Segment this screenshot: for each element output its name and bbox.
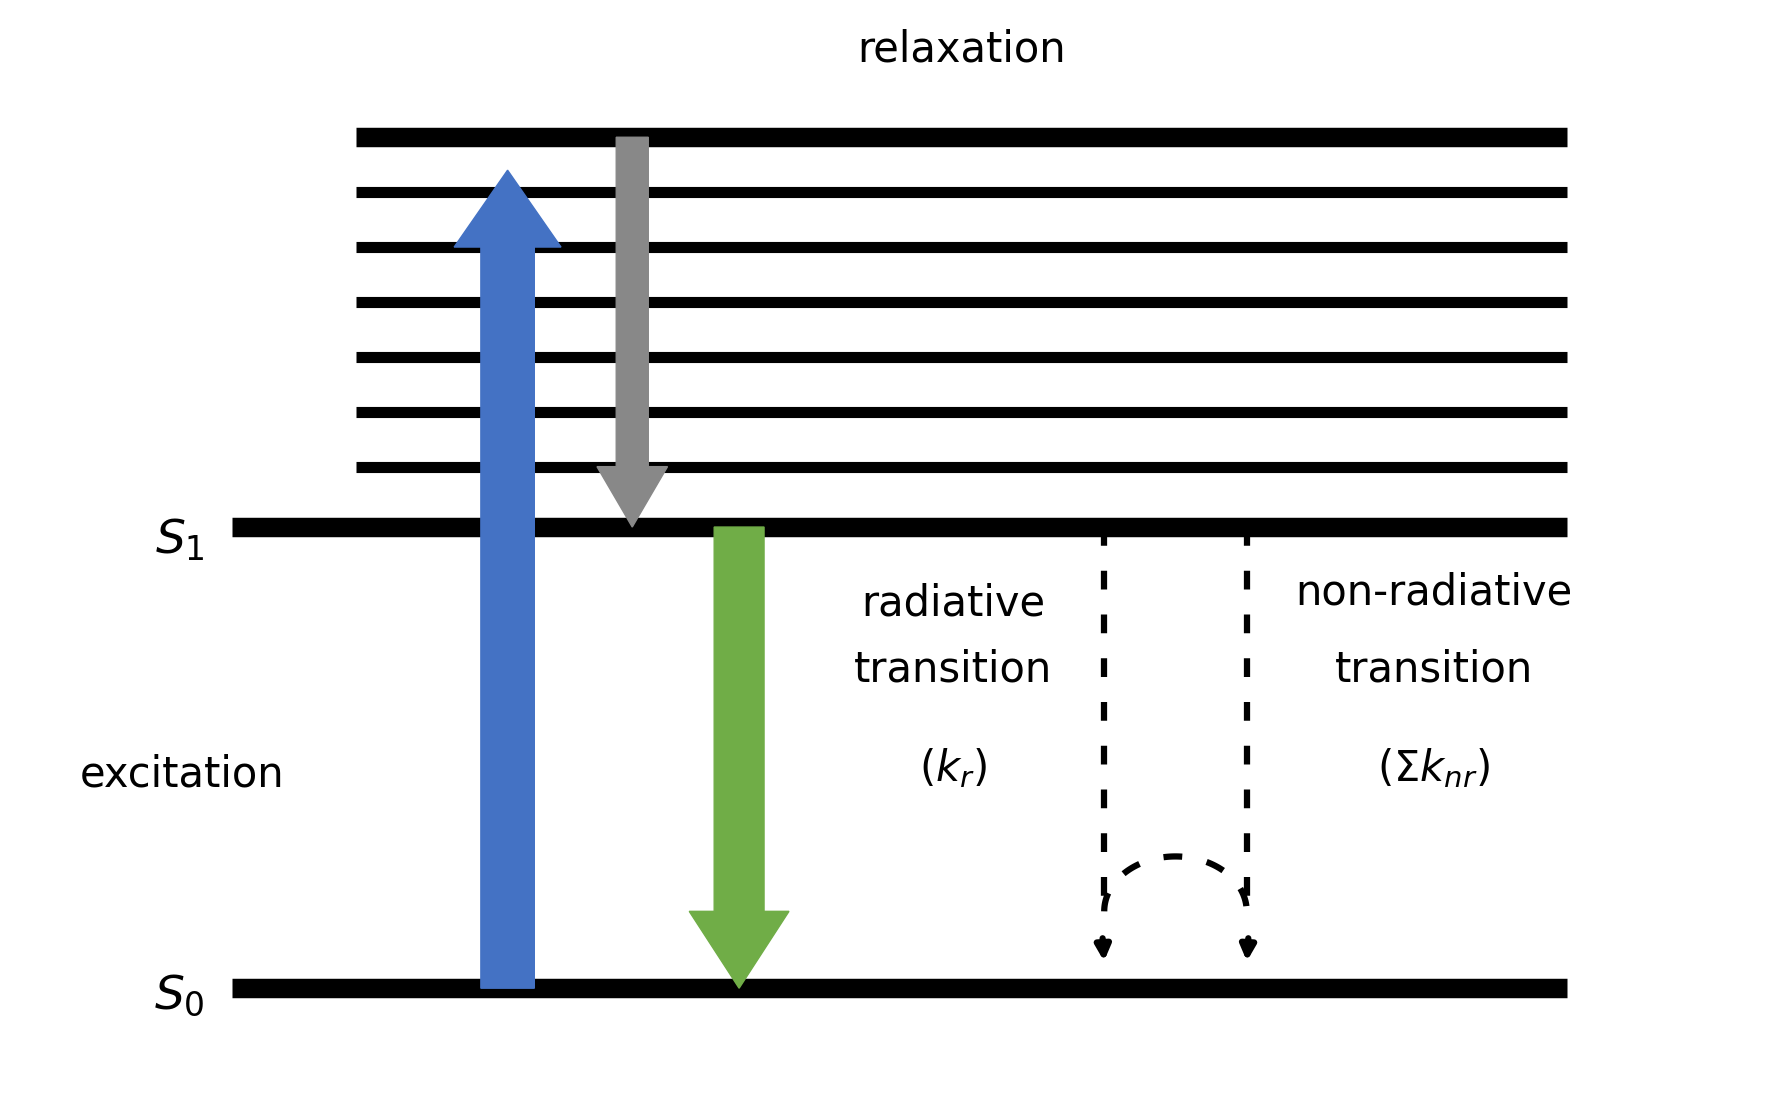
Text: radiative: radiative <box>860 583 1045 625</box>
Text: $S_0$: $S_0$ <box>155 973 205 1019</box>
Text: transition: transition <box>1333 649 1533 691</box>
FancyArrow shape <box>454 170 561 988</box>
Text: non-radiative: non-radiative <box>1294 572 1572 614</box>
Text: $S_1$: $S_1$ <box>155 517 205 563</box>
FancyArrow shape <box>689 527 789 988</box>
Text: $(\Sigma k_{nr})$: $(\Sigma k_{nr})$ <box>1376 747 1490 791</box>
Text: excitation: excitation <box>80 753 285 795</box>
FancyArrow shape <box>596 137 668 527</box>
Text: transition: transition <box>853 649 1052 691</box>
Text: relaxation: relaxation <box>856 29 1066 70</box>
Text: $(k_r)$: $(k_r)$ <box>918 747 986 791</box>
